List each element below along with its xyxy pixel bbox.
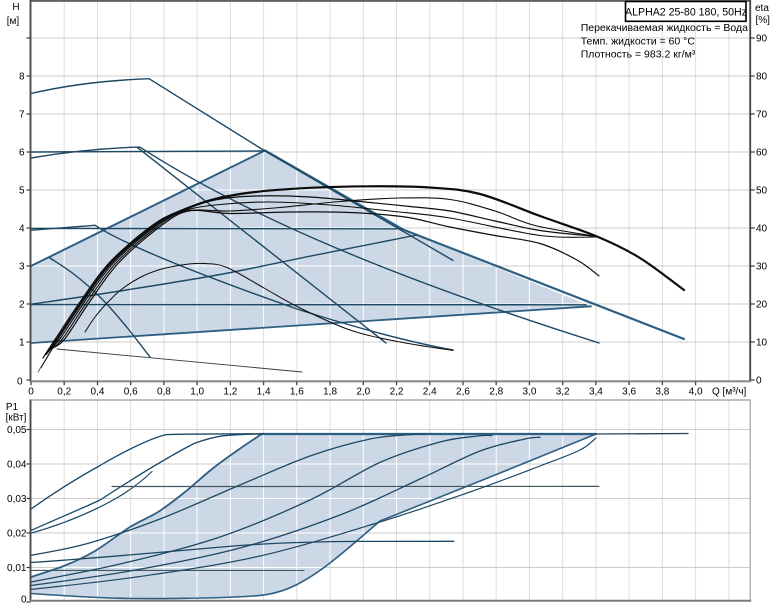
svg-text:0,4: 0,4 bbox=[91, 387, 105, 398]
svg-text:0,01: 0,01 bbox=[7, 563, 27, 574]
svg-text:0: 0 bbox=[21, 595, 27, 606]
svg-text:[%]: [%] bbox=[756, 15, 771, 26]
svg-text:70: 70 bbox=[756, 110, 768, 121]
svg-text:[кВт]: [кВт] bbox=[6, 413, 27, 424]
svg-text:10: 10 bbox=[756, 338, 768, 349]
svg-text:Q [м³/ч]: Q [м³/ч] bbox=[712, 387, 747, 398]
svg-text:3,0: 3,0 bbox=[522, 387, 536, 398]
svg-text:0,03: 0,03 bbox=[7, 494, 27, 505]
svg-text:2,6: 2,6 bbox=[456, 387, 470, 398]
svg-text:0,2: 0,2 bbox=[57, 387, 71, 398]
svg-text:1,4: 1,4 bbox=[257, 387, 271, 398]
svg-text:0,02: 0,02 bbox=[7, 529, 27, 540]
svg-text:Перекачиваемая жидкость = Вода: Перекачиваемая жидкость = Вода bbox=[581, 22, 748, 34]
svg-text:3,8: 3,8 bbox=[655, 387, 669, 398]
svg-text:2,4: 2,4 bbox=[423, 387, 437, 398]
svg-text:H: H bbox=[12, 2, 19, 13]
svg-text:3,6: 3,6 bbox=[622, 387, 636, 398]
svg-text:8: 8 bbox=[19, 72, 25, 83]
svg-text:2: 2 bbox=[19, 300, 25, 311]
svg-text:1,6: 1,6 bbox=[290, 387, 304, 398]
svg-text:20: 20 bbox=[756, 300, 768, 311]
svg-text:[м]: [м] bbox=[7, 16, 20, 27]
svg-text:1,0: 1,0 bbox=[190, 387, 204, 398]
svg-text:2,2: 2,2 bbox=[390, 387, 404, 398]
svg-text:4,0: 4,0 bbox=[689, 387, 703, 398]
svg-text:Плотность = 983.2 кг/м³: Плотность = 983.2 кг/м³ bbox=[581, 49, 696, 61]
svg-text:6: 6 bbox=[19, 148, 25, 159]
svg-text:eta: eta bbox=[755, 3, 769, 14]
svg-text:40: 40 bbox=[756, 224, 768, 235]
svg-text:2,8: 2,8 bbox=[489, 387, 503, 398]
svg-text:5: 5 bbox=[19, 186, 25, 197]
svg-text:0: 0 bbox=[28, 387, 34, 398]
svg-text:P1: P1 bbox=[6, 402, 19, 413]
svg-text:1,8: 1,8 bbox=[323, 387, 337, 398]
svg-text:30: 30 bbox=[756, 262, 768, 273]
svg-text:0: 0 bbox=[17, 377, 23, 388]
svg-text:Темп. жидкости = 60 °C: Темп. жидкости = 60 °C bbox=[581, 35, 696, 47]
svg-text:ALPHA2 25-80 180, 50Hz: ALPHA2 25-80 180, 50Hz bbox=[625, 7, 747, 19]
svg-text:3: 3 bbox=[19, 262, 25, 273]
svg-text:7: 7 bbox=[19, 110, 25, 121]
svg-text:1,2: 1,2 bbox=[223, 387, 237, 398]
svg-text:60: 60 bbox=[756, 148, 768, 159]
svg-text:3,2: 3,2 bbox=[556, 387, 570, 398]
svg-text:90: 90 bbox=[756, 34, 768, 45]
svg-text:0,6: 0,6 bbox=[124, 387, 138, 398]
svg-text:0,05: 0,05 bbox=[7, 425, 27, 436]
svg-text:0: 0 bbox=[756, 376, 762, 387]
svg-text:2,0: 2,0 bbox=[356, 387, 370, 398]
svg-text:1: 1 bbox=[19, 338, 25, 349]
svg-text:3,4: 3,4 bbox=[589, 387, 603, 398]
svg-text:4: 4 bbox=[19, 224, 25, 235]
svg-text:0,8: 0,8 bbox=[157, 387, 171, 398]
svg-text:50: 50 bbox=[756, 186, 768, 197]
svg-text:80: 80 bbox=[756, 72, 768, 83]
svg-text:0,04: 0,04 bbox=[7, 460, 27, 471]
